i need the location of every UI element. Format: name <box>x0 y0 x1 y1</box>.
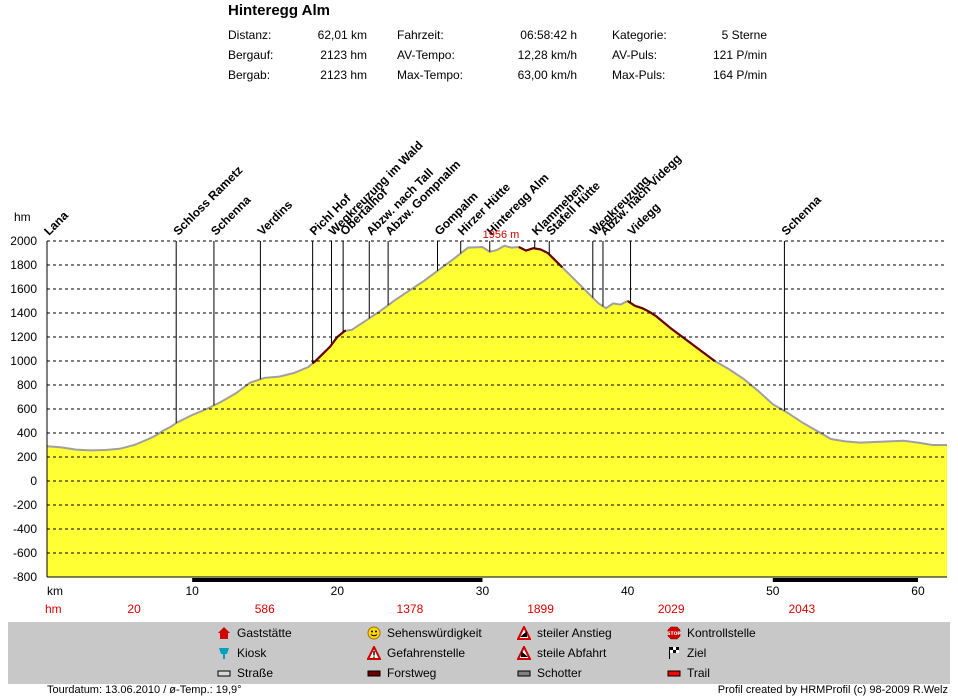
x-tick-label: 50 <box>766 584 780 598</box>
stop-icon: STOP <box>667 626 681 640</box>
route-title: Hinteregg Alm <box>228 2 330 19</box>
hm-row-value: 1378 <box>397 602 424 616</box>
profile-line-trail-0 <box>311 329 347 365</box>
hm-row-value: 20 <box>127 602 141 616</box>
stat-av-tempo-value: 12,28 km/h <box>517 48 577 62</box>
hm-row-value: 586 <box>255 602 275 616</box>
legend-label-steiler-anstieg: steiler Anstieg <box>537 626 612 640</box>
stat-bergauf-label: Bergauf: <box>228 48 274 62</box>
stat-av-puls-value: 121 P/min <box>712 48 767 62</box>
x-axis-label: km <box>47 584 63 598</box>
hm-row-value: 2029 <box>658 602 685 616</box>
y-axis-label: hm <box>14 210 31 224</box>
km-strip-bar <box>192 578 483 582</box>
smiley-icon <box>367 626 381 640</box>
legend-label-forstweg: Forstweg <box>387 666 437 680</box>
stat-bergauf-value: 2123 hm <box>320 48 367 62</box>
waypoint-label: Schenna <box>779 193 824 238</box>
hm-row-value: 1899 <box>527 602 554 616</box>
x-tick-label: 10 <box>185 584 199 598</box>
svg-text:STOP: STOP <box>667 631 681 637</box>
legend-label-ziel: Ziel <box>687 646 707 660</box>
gravel-icon <box>517 670 531 677</box>
hm-row-value: 2043 <box>788 602 815 616</box>
waypoint-label: Schloss Rametz <box>170 163 245 238</box>
stat-bergab-label: Bergab: <box>228 68 271 82</box>
legend: Gaststätte Kiosk Straße Sehenswürdigkeit… <box>8 622 950 684</box>
legend-label-schotter: Schotter <box>537 666 582 680</box>
waypoint-label: Lana <box>41 208 71 238</box>
elevation-area <box>47 245 947 578</box>
house-icon <box>218 627 230 639</box>
y-tick-label: -600 <box>13 546 37 560</box>
forest-path-icon <box>367 670 381 677</box>
legend-label-trail: Trail <box>687 666 710 680</box>
max-elevation-label: 1956 m <box>483 229 520 241</box>
y-tick-label: 1400 <box>10 306 37 320</box>
footer-credits: Profil created by HRMProfil (c) 98-2009 … <box>717 684 948 696</box>
stat-max-tempo-value: 63,00 km/h <box>517 68 577 82</box>
x-tick-label: 30 <box>476 584 490 598</box>
stat-bergab-value: 2123 hm <box>320 68 367 82</box>
y-tick-label: 600 <box>17 402 37 416</box>
y-tick-label: 400 <box>17 426 37 440</box>
y-tick-label: 1200 <box>10 330 37 344</box>
legend-label-sehenswuerdigkeit: Sehenswürdigkeit <box>387 626 482 640</box>
legend-label-steile-abfahrt: steile Abfahrt <box>537 646 607 660</box>
profile-line-trail-2 <box>626 300 716 362</box>
stat-av-tempo-label: AV-Tempo: <box>397 48 455 62</box>
stat-distanz-label: Distanz: <box>228 28 272 42</box>
legend-label-gaststaette: Gaststätte <box>237 626 292 640</box>
trail-icon <box>667 670 681 677</box>
profile-line-road <box>46 244 947 452</box>
profile-line-trail-1 <box>518 246 564 269</box>
y-tick-label: 1600 <box>10 282 37 296</box>
footer-tour-info: Tourdatum: 13.06.2010 / ø-Temp.: 19,9° <box>47 684 242 696</box>
legend-label-strasse: Straße <box>237 666 274 680</box>
y-tick-label: -400 <box>13 522 37 536</box>
x-tick-label: 60 <box>911 584 925 598</box>
legend-label-kontrollstelle: Kontrollstelle <box>687 626 756 640</box>
x-tick-label: 20 <box>331 584 345 598</box>
stat-distanz-value: 62,01 km <box>317 28 367 42</box>
kiosk-icon <box>219 648 229 659</box>
y-tick-label: 200 <box>17 450 37 464</box>
stat-av-puls-label: AV-Puls: <box>612 48 658 62</box>
steep-climb-icon <box>517 626 531 640</box>
stat-fahrzeit-label: Fahrzeit: <box>397 28 444 42</box>
y-tick-label: -800 <box>13 570 37 584</box>
stat-fahrzeit-value: 06:58:42 h <box>520 28 577 42</box>
stat-max-puls-value: 164 P/min <box>712 68 767 82</box>
hm-row-label: hm <box>45 602 62 616</box>
stat-kategorie-label: Kategorie: <box>612 28 667 42</box>
steep-descent-icon <box>517 646 531 660</box>
y-tick-label: -200 <box>13 498 37 512</box>
x-tick-label: 40 <box>621 584 635 598</box>
y-tick-label: 0 <box>30 474 37 488</box>
legend-label-kiosk: Kiosk <box>237 646 267 660</box>
finish-flag-icon <box>669 647 679 659</box>
y-tick-label: 800 <box>17 378 37 392</box>
y-tick-label: 2000 <box>10 234 37 248</box>
road-icon <box>217 670 231 677</box>
danger-icon <box>367 646 381 660</box>
legend-label-gefahrenstelle: Gefahrenstelle <box>387 646 466 660</box>
y-tick-label: 1000 <box>10 354 37 368</box>
waypoint-label: Verdins <box>255 197 296 238</box>
stat-max-tempo-label: Max-Tempo: <box>397 68 464 82</box>
elevation-profile-chart: -800 -600 -400 -200 0 200 400 600 800 1000 1200 140… <box>10 138 947 616</box>
stat-kategorie-value: 5 Sterne <box>721 28 767 42</box>
km-strip-bar <box>772 578 918 582</box>
y-tick-label: 1800 <box>10 258 37 272</box>
stat-max-puls-label: Max-Puls: <box>612 68 666 82</box>
